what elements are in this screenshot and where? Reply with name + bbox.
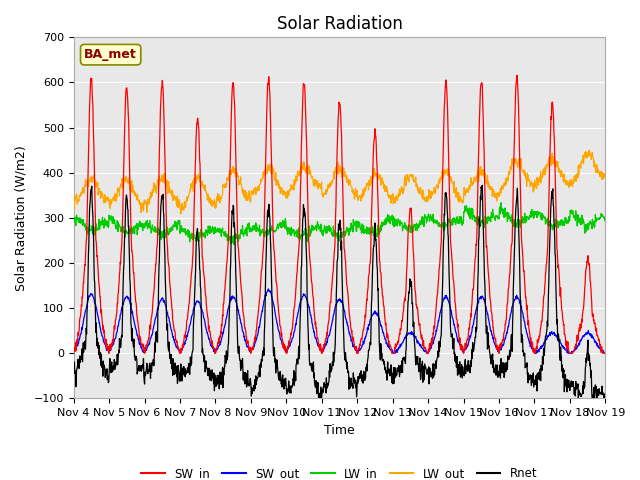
LW_in [492,214,499,220]
LW_out [539,175,547,180]
LW_in [422,214,430,220]
LW_in [175,217,183,223]
X-axis label: Time: Time [324,424,355,437]
Line: LW_in: LW_in [74,203,605,244]
Legend: SW_in, SW_out, LW_in, LW_out, Rnet: SW_in, SW_out, LW_in, LW_out, Rnet [137,462,542,480]
SW_in [513,72,521,78]
SW_out [602,350,609,356]
SW_in [175,348,183,354]
SW_in [422,347,429,352]
LW_out [585,147,593,153]
Title: Solar Radiation: Solar Radiation [276,15,403,33]
LW_out [422,194,430,200]
Y-axis label: Solar Radiation (W/m2): Solar Radiation (W/m2) [15,145,28,291]
LW_out [248,190,255,195]
Text: BA_met: BA_met [84,48,137,61]
SW_out [188,313,196,319]
LW_in [602,216,609,222]
SW_in [188,266,196,272]
SW_out [175,347,183,353]
SW_in [70,350,77,356]
Line: SW_in: SW_in [74,75,605,353]
SW_in [539,310,547,315]
Line: LW_out: LW_out [74,150,605,214]
Rnet [492,372,500,378]
LW_in [70,219,77,225]
LW_out [177,211,184,217]
LW_out [602,175,609,180]
Rnet [248,393,255,399]
Line: SW_out: SW_out [74,289,605,353]
LW_in [230,241,238,247]
LW_in [497,200,505,205]
LW_out [492,194,499,200]
Rnet [70,369,77,374]
SW_in [602,350,609,356]
SW_in [248,348,255,354]
Rnet [602,393,609,398]
LW_out [70,202,77,208]
SW_out [539,342,547,348]
LW_out [175,202,183,208]
LW_in [188,230,196,236]
LW_out [188,185,196,191]
Line: Rnet: Rnet [74,185,605,398]
Rnet [539,361,547,367]
SW_out [264,286,272,292]
SW_in [492,336,499,341]
Rnet [188,351,196,357]
Rnet [479,182,486,188]
SW_out [422,348,430,354]
SW_out [389,350,397,356]
LW_in [539,215,547,221]
SW_out [70,349,77,355]
SW_out [248,348,255,354]
Rnet [175,369,183,374]
Rnet [315,396,323,401]
SW_out [492,343,500,348]
LW_in [248,226,255,232]
Rnet [422,366,430,372]
